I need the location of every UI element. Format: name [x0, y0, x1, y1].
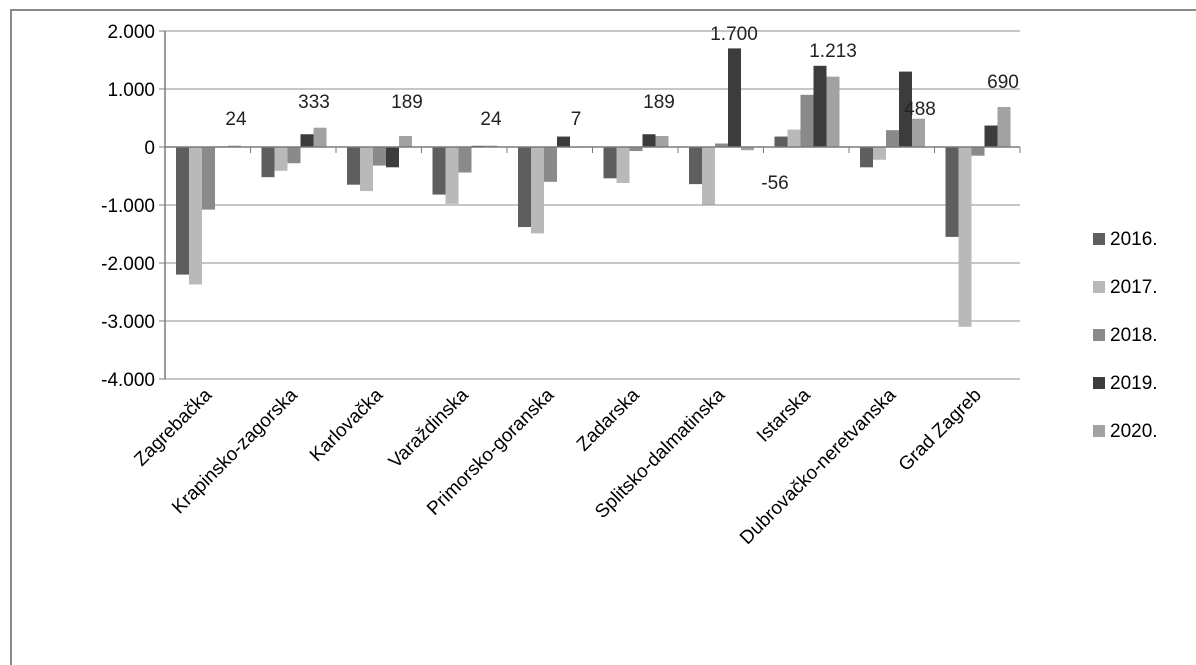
data-label: 333: [298, 92, 330, 113]
data-label: 1.213: [809, 41, 857, 62]
bar-2019-4: [557, 136, 570, 147]
y-tick-label: -1.000: [101, 196, 155, 217]
bar-2018-9: [971, 147, 985, 156]
bar-2017-7: [787, 129, 801, 147]
bar-2017-0: [189, 147, 202, 285]
legend-swatch-2020: [1093, 425, 1105, 437]
bar-2017-6: [702, 147, 715, 205]
y-tick-label: 0: [144, 138, 155, 159]
x-tick-label: Istarska: [753, 384, 815, 446]
axes: [159, 30, 1021, 380]
x-tick-label: Dubrovačko-neretvanska: [736, 384, 901, 549]
bar-2017-8: [873, 147, 886, 160]
bars: [176, 48, 1011, 327]
data-labels: 24 333 189 24 7 189 1.700 -56 1.213 488 690: [225, 24, 1018, 194]
bar-2020-2: [399, 136, 412, 147]
bar-2016-9: [945, 147, 959, 237]
bar-2016-7: [774, 136, 788, 147]
legend-swatch-2016: [1093, 233, 1105, 245]
bar-2018-0: [202, 147, 215, 210]
y-tick-label: -3.000: [101, 312, 155, 333]
data-label: 488: [904, 99, 936, 120]
data-label: 189: [643, 92, 675, 113]
bar-2018-2: [373, 147, 386, 166]
bar-2017-1: [274, 147, 288, 171]
legend: 2016. 2017. 2018. 2019. 2020.: [1093, 229, 1158, 442]
legend-swatch-2017: [1093, 281, 1105, 293]
bar-2019-9: [984, 125, 998, 147]
bar-2016-3: [432, 147, 446, 195]
x-tick-label: Grad Zagreb: [895, 385, 986, 476]
x-tick-label: Zadarska: [573, 384, 644, 455]
data-label: -56: [761, 173, 788, 194]
bar-2016-8: [860, 147, 873, 168]
bar-2017-3: [445, 147, 459, 204]
bar-2018-5: [629, 147, 643, 152]
data-label: 7: [571, 109, 582, 130]
bar-2016-1: [261, 147, 275, 178]
legend-label-2019: 2019.: [1110, 373, 1158, 394]
bar-2019-2: [386, 147, 399, 168]
data-label: 189: [391, 92, 423, 113]
bar-2020-7: [826, 76, 840, 147]
bar-2018-8: [886, 130, 899, 147]
bar-2016-6: [689, 147, 702, 185]
y-tick-label: -4.000: [101, 370, 155, 391]
legend-swatch-2019: [1093, 377, 1105, 389]
y-tick-label: 1.000: [107, 80, 155, 101]
legend-label-2020: 2020.: [1110, 421, 1158, 442]
bar-2016-4: [518, 147, 531, 228]
gridlines: [165, 30, 1020, 380]
x-tick-label: Karlovačka: [306, 384, 388, 466]
data-label: 24: [225, 109, 247, 130]
bar-2016-5: [603, 147, 617, 179]
y-tick-label: -2.000: [101, 254, 155, 275]
data-label: 24: [480, 109, 502, 130]
bar-2019-5: [642, 134, 656, 147]
bar-2017-5: [616, 147, 630, 183]
data-label: 690: [987, 72, 1019, 93]
legend-label-2018: 2018.: [1110, 325, 1158, 346]
bar-2018-7: [800, 94, 814, 147]
bar-2019-8: [899, 71, 912, 147]
bar-2017-2: [360, 147, 373, 192]
bar-2020-8: [912, 118, 925, 147]
bar-2020-9: [997, 106, 1011, 147]
x-tick-label: Varaždinska: [385, 384, 473, 472]
bar-2019-6: [728, 48, 741, 147]
bar-2017-4: [531, 147, 544, 234]
bar-2016-0: [176, 147, 189, 275]
legend-swatch-2018: [1093, 329, 1105, 341]
legend-label-2016: 2016.: [1110, 229, 1158, 250]
bar-2018-4: [544, 147, 557, 182]
data-label: 1.700: [710, 24, 758, 45]
bar-2016-2: [347, 147, 360, 185]
y-tick-labels: 2.000 1.000 0 -1.000 -2.000 -3.000 -4.000: [101, 22, 155, 391]
bar-2018-1: [287, 147, 301, 164]
x-tick-label: Zagrebačka: [130, 384, 216, 470]
bar-2019-7: [813, 65, 827, 147]
bar-2020-1: [313, 127, 327, 147]
bar-2018-6: [715, 143, 728, 147]
y-tick-label: 2.000: [107, 22, 155, 43]
bar-2020-6: [741, 147, 754, 151]
bar-2019-1: [300, 134, 314, 147]
bar-2017-9: [958, 147, 972, 327]
bar-2018-3: [458, 147, 472, 173]
chart-frame: [10, 9, 1196, 665]
legend-label-2017: 2017.: [1110, 277, 1158, 298]
bar-2020-5: [655, 136, 669, 147]
